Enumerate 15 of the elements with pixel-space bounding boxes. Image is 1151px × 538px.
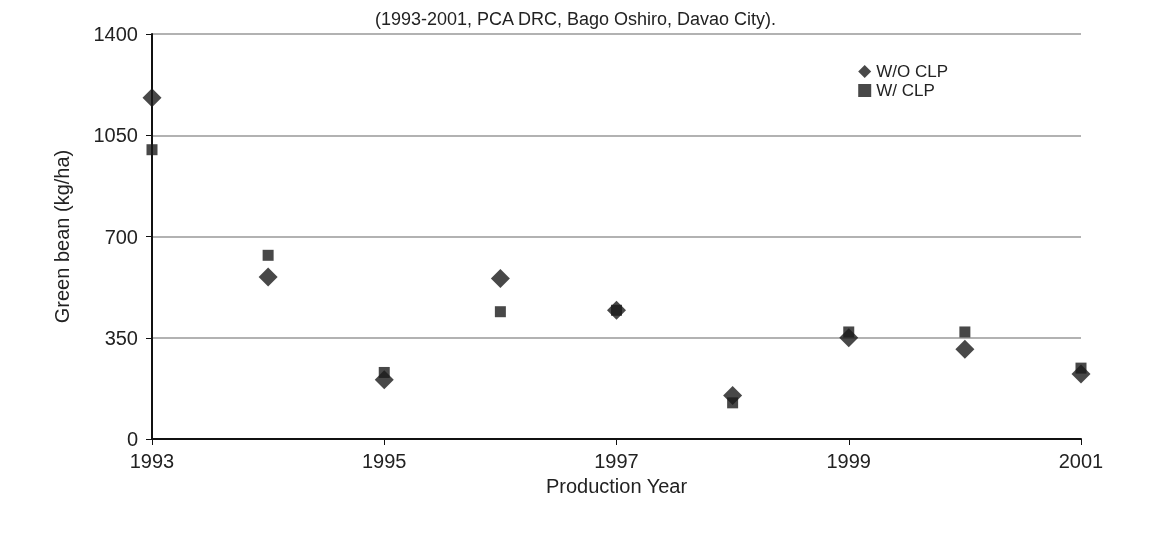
x-tick-label: 1999: [826, 450, 871, 472]
legend-label: W/ CLP: [876, 81, 935, 100]
x-axis-title: Production Year: [545, 474, 688, 497]
chart-title: (1993-2001, PCA DRC, Bago Oshiro, Davao City).: [374, 9, 777, 29]
x-tick-label: 1993: [129, 450, 175, 472]
x-tick-label: 2001: [1058, 450, 1104, 472]
y-tick-label: 700: [104, 225, 138, 248]
x-tick-label: 1997: [594, 450, 639, 472]
legend-label: W/O CLP: [876, 62, 949, 81]
y-tick-label: 350: [104, 326, 138, 349]
y-tick-label: 0: [126, 428, 138, 450]
x-tick-label: 1995: [362, 450, 407, 472]
y-tick-label: 1400: [93, 23, 138, 45]
y-tick-label: 1050: [93, 124, 138, 147]
y-axis-title: Green bean (kg/ha): [51, 149, 73, 324]
